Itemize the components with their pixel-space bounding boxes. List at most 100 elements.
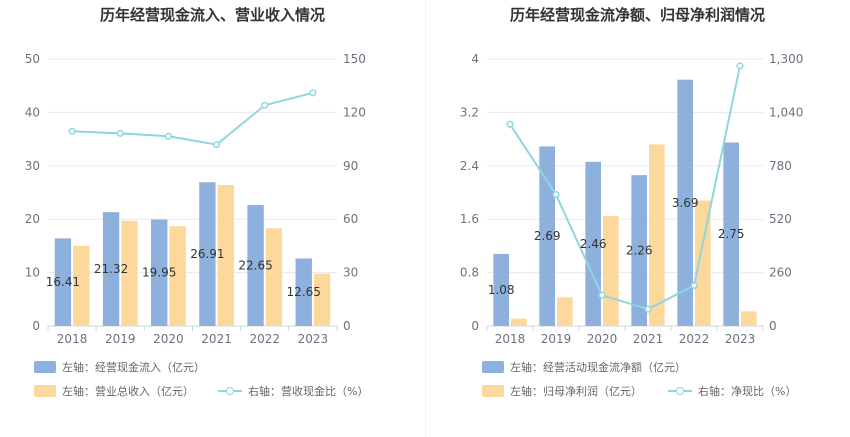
- chart-panel-left: 历年经营现金流入、营业收入情况 0 10 20 30 40 50 0 30 60 90 120 150…: [25, 6, 369, 399]
- legend-item-3[interactable]: 右轴：营收现金比（%）: [218, 383, 368, 399]
- bar-series-2: [265, 228, 283, 326]
- x-tick-label: 2019: [105, 332, 136, 346]
- chart-title: 历年经营现金流入、营业收入情况: [99, 6, 325, 24]
- line-point: [164, 132, 172, 140]
- bar-series-2: [121, 220, 138, 326]
- x-tick-label: 2019: [541, 332, 572, 346]
- y-left-tick-label: 1.6: [460, 212, 479, 226]
- line-point: [116, 129, 124, 137]
- legend-swatch-line: [668, 385, 692, 397]
- y-right-tick-label: 1,040: [769, 105, 803, 119]
- line-point: [644, 305, 652, 313]
- line-point: [213, 141, 221, 149]
- legend-swatch-blue: [34, 361, 56, 373]
- y-right-tick-label: 60: [343, 212, 358, 226]
- legend-label: 右轴：营收现金比（%）: [248, 385, 369, 398]
- y-left-tick-label: 3.2: [460, 105, 479, 119]
- bar-series-2: [603, 215, 619, 326]
- bar-series-2: [557, 297, 573, 326]
- bar-data-label: 22.65: [238, 259, 272, 273]
- y-left-tick-label: 0: [32, 319, 40, 333]
- bar-data-label: 21.32: [94, 262, 128, 276]
- x-tick-label: 2021: [201, 332, 232, 346]
- x-tick-label: 2020: [587, 332, 618, 346]
- bar-series-1: [151, 219, 168, 326]
- legend-swatch-blue: [482, 361, 504, 373]
- bar-series-1: [539, 146, 555, 326]
- x-tick-label: 2023: [298, 332, 329, 346]
- bar-data-label: 2.26: [626, 244, 653, 258]
- legend-item-3[interactable]: 右轴：净现比（%）: [668, 383, 796, 399]
- y-right-tick-label: 780: [769, 159, 792, 173]
- legend-label: 左轴：归母净利润（亿元）: [510, 385, 642, 398]
- line-point: [309, 89, 317, 97]
- y-right-tick-label: 0: [343, 319, 351, 333]
- bar-series-1: [295, 258, 312, 326]
- legend-item-1[interactable]: 左轴：经营活动现金流净额（亿元）: [482, 359, 686, 375]
- line-point: [690, 281, 698, 290]
- legend-label: 左轴：营业总收入（亿元）: [62, 385, 194, 398]
- panel-divider: [425, 0, 426, 437]
- legend-item-2[interactable]: 左轴：营业总收入（亿元）: [34, 383, 194, 399]
- y-right-tick-label: 90: [343, 159, 358, 173]
- bar-data-label: 1.08: [488, 283, 515, 297]
- line-point: [68, 127, 76, 135]
- legend-swatch-line: [218, 385, 242, 397]
- line-point: [506, 120, 514, 128]
- x-tick-label: 2021: [633, 332, 664, 346]
- chart-panel-right: 历年经营现金流净额、归母净利润情况 0 0.8 1.6 2.4 3.2 4 0 260 520 7…: [425, 0, 850, 437]
- line-point: [261, 101, 269, 109]
- bar-data-label: 16.41: [46, 275, 80, 289]
- x-tick-label: 2022: [249, 332, 280, 346]
- y-right-tick-label: 30: [343, 266, 358, 280]
- bar-series-2: [695, 200, 711, 326]
- y-left-tick-label: 0.8: [460, 266, 479, 280]
- y-left-tick-label: 0: [471, 319, 479, 333]
- bar-series-1: [102, 212, 120, 326]
- legend-label: 左轴：经营活动现金流净额（亿元）: [510, 361, 686, 374]
- bar-series-1: [631, 175, 647, 326]
- bar-series-1: [677, 79, 693, 326]
- bar-series-2: [217, 185, 234, 326]
- chart-plot-area: 0 10 20 30 40 50 0 30 60 90 120 150 2018 2019 2020 2021…: [25, 52, 366, 346]
- y-left-tick-label: 30: [25, 159, 40, 173]
- bar-series-1: [199, 182, 216, 326]
- y-right-tick-label: 520: [769, 212, 792, 226]
- y-left-tick-label: 10: [25, 266, 40, 280]
- bar-data-label: 26.91: [190, 247, 224, 261]
- line-point: [552, 191, 560, 199]
- y-right-tick-label: 260: [769, 266, 792, 280]
- bar-data-label: 3.69: [672, 196, 699, 210]
- x-tick-label: 2023: [725, 332, 756, 346]
- chart-title: 历年经营现金流净额、归母净利润情况: [509, 6, 765, 24]
- y-right-tick-label: 150: [343, 52, 366, 66]
- bar-series-1: [247, 205, 264, 326]
- line-series: [509, 65, 741, 311]
- x-tick-label: 2018: [495, 332, 526, 346]
- bar-series-2: [169, 226, 186, 326]
- bar-data-label: 19.95: [142, 266, 176, 280]
- y-left-tick-label: 20: [25, 212, 40, 226]
- bar-data-label: 2.46: [580, 237, 607, 251]
- legend-label: 右轴：净现比（%）: [698, 385, 797, 398]
- legend-swatch-orange: [34, 385, 56, 397]
- y-left-tick-label: 40: [25, 105, 40, 119]
- bar-series-1: [723, 142, 739, 326]
- legend-item-2[interactable]: 左轴：归母净利润（亿元）: [482, 383, 642, 399]
- y-left-tick-label: 2.4: [460, 159, 479, 173]
- x-tick-label: 2022: [679, 332, 710, 346]
- bar-data-label: 2.75: [718, 227, 745, 241]
- bar-series-1: [54, 238, 72, 326]
- y-right-tick-label: 1,300: [769, 52, 803, 66]
- line-point: [736, 62, 744, 70]
- bar-series-2: [511, 318, 527, 326]
- x-tick-label: 2018: [57, 332, 88, 346]
- y-left-tick-label: 50: [25, 52, 40, 66]
- y-left-tick-label: 4: [471, 52, 479, 66]
- line-point: [598, 291, 606, 299]
- y-right-tick-label: 0: [769, 319, 777, 333]
- legend-item-1[interactable]: 左轴：经营现金流入（亿元）: [34, 359, 205, 375]
- bar-series-2: [313, 273, 331, 326]
- bar-series-2: [741, 311, 757, 326]
- line-series: [72, 91, 314, 146]
